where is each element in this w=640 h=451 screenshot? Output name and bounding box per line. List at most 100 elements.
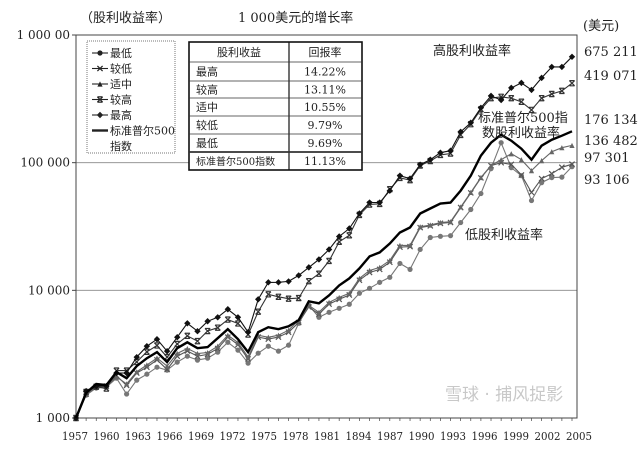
data-point	[154, 364, 160, 370]
data-point	[346, 232, 353, 239]
data-point	[315, 256, 323, 263]
data-point	[397, 260, 403, 267]
x-tick-label: 1972	[220, 430, 246, 443]
data-point	[407, 242, 413, 248]
data-point	[133, 358, 140, 366]
x-axis: 1957 1960 1963 1966 1969 1972 1975 1978 1981 1894…	[62, 418, 592, 443]
data-point	[559, 174, 565, 180]
data-point	[113, 374, 120, 380]
data-point	[518, 79, 525, 87]
data-point	[548, 63, 555, 71]
data-point	[235, 339, 241, 346]
x-tick-label: 1960	[94, 430, 120, 443]
data-point	[377, 279, 383, 285]
data-point	[346, 301, 352, 307]
data-point	[498, 157, 504, 163]
table-cell-category: 适中	[196, 101, 218, 114]
data-point	[224, 306, 232, 313]
data-point	[134, 377, 140, 383]
data-point	[386, 187, 393, 194]
data-point	[366, 267, 373, 274]
data-point	[518, 157, 524, 163]
x-tick-label: 1957	[62, 430, 88, 443]
data-point	[194, 350, 201, 357]
legend-label: 最低	[110, 47, 132, 60]
series-0	[73, 140, 575, 421]
data-point	[204, 318, 211, 325]
data-point	[477, 104, 485, 112]
data-point	[255, 308, 262, 315]
series-line	[74, 130, 573, 419]
data-point	[427, 222, 433, 228]
data-point	[377, 264, 383, 270]
data-point	[387, 274, 393, 280]
data-point	[478, 190, 484, 197]
data-point	[265, 343, 271, 349]
data-point	[194, 357, 201, 363]
data-point	[457, 128, 464, 135]
data-point	[215, 343, 221, 349]
x-tick-label: 1993	[440, 430, 466, 443]
data-point	[234, 314, 242, 321]
data-point	[538, 74, 545, 82]
x-tick-label: 1990	[409, 430, 435, 443]
data-point	[295, 294, 302, 302]
table-cell-category: 最低	[196, 137, 218, 150]
table-header: 股利收益	[217, 45, 261, 59]
data-point	[275, 332, 282, 338]
data-point	[153, 336, 161, 343]
data-point	[528, 189, 535, 196]
data-point	[164, 353, 171, 361]
x-tick-label: 1996	[472, 430, 498, 443]
data-point	[508, 161, 515, 168]
table-frame	[188, 41, 363, 171]
data-point	[549, 149, 555, 155]
data-point	[346, 225, 353, 232]
data-point	[568, 161, 576, 168]
data-point	[538, 94, 545, 102]
y-tick-label: 100 000	[20, 156, 70, 170]
data-point	[144, 362, 150, 368]
table-cell-return: 11.13%	[304, 155, 346, 168]
data-point	[336, 238, 343, 245]
table-cell-category: 标准普尔500指数	[196, 155, 275, 168]
series-2	[73, 142, 575, 421]
data-point	[417, 246, 423, 253]
data-point	[164, 363, 170, 369]
table-cell-return: 13.11%	[304, 84, 346, 97]
data-point	[366, 199, 373, 206]
data-point	[558, 87, 565, 95]
data-point	[194, 337, 201, 345]
data-point	[184, 353, 190, 359]
data-point	[194, 328, 201, 335]
legend-label: 较低	[110, 62, 132, 76]
series-5	[74, 130, 573, 419]
data-point	[325, 246, 333, 253]
data-point	[356, 275, 363, 281]
data-point	[387, 257, 393, 264]
chart-subtitle: （股利收益率）	[80, 10, 171, 26]
x-tick-label: 1987	[377, 430, 403, 443]
data-point	[447, 219, 454, 225]
end-value-label: 176 134	[584, 113, 638, 128]
data-point	[235, 347, 241, 353]
series-line	[75, 141, 573, 419]
data-point	[336, 305, 342, 311]
end-labels: 93 106 97 301 136 482 419 071 675 211 176 134	[584, 45, 638, 188]
data-point	[447, 233, 454, 239]
data-point	[508, 84, 515, 92]
data-point	[133, 353, 140, 361]
data-point	[275, 293, 282, 300]
data-point	[306, 302, 312, 309]
data-point	[124, 391, 130, 397]
data-point	[174, 350, 180, 357]
y-axis: 1 000 00 100 000 10 000 1 000	[17, 28, 76, 425]
data-point	[558, 63, 566, 71]
data-point	[184, 320, 191, 327]
data-point	[255, 350, 261, 356]
data-point	[528, 86, 535, 94]
data-point	[184, 332, 191, 340]
data-point	[528, 197, 535, 204]
data-point	[346, 290, 352, 296]
x-tick-label: 1969	[188, 430, 214, 443]
